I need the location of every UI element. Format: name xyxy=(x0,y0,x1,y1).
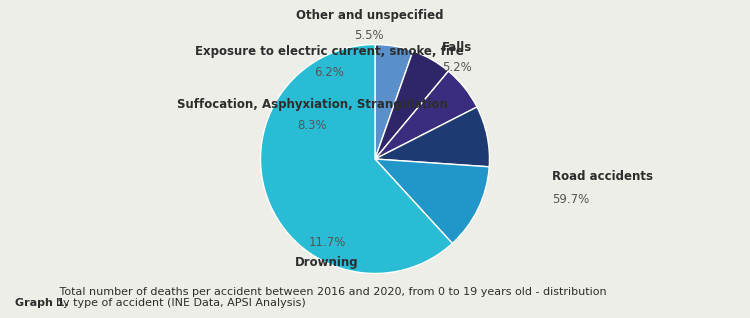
Text: Total number of deaths per accident between 2016 and 2020, from 0 to 19 years ol: Total number of deaths per accident betw… xyxy=(56,287,606,308)
Text: 5.5%: 5.5% xyxy=(355,29,384,42)
Text: 6.2%: 6.2% xyxy=(314,66,344,79)
Wedge shape xyxy=(375,71,477,159)
Wedge shape xyxy=(375,45,413,159)
Text: 8.3%: 8.3% xyxy=(297,119,327,132)
Wedge shape xyxy=(260,45,452,273)
Text: 59.7%: 59.7% xyxy=(553,193,590,205)
Wedge shape xyxy=(375,107,490,167)
Text: Exposure to electric current, smoke, fire: Exposure to electric current, smoke, fir… xyxy=(195,45,464,58)
Text: Suffocation, Asphyxiation, Strangulation: Suffocation, Asphyxiation, Strangulation xyxy=(176,98,448,111)
Text: Other and unspecified: Other and unspecified xyxy=(296,9,443,22)
Text: 11.7%: 11.7% xyxy=(308,236,346,249)
Text: Road accidents: Road accidents xyxy=(553,170,653,183)
Text: Falls: Falls xyxy=(442,41,472,54)
Wedge shape xyxy=(375,51,448,159)
Text: 5.2%: 5.2% xyxy=(442,61,472,74)
Text: Drowning: Drowning xyxy=(295,256,358,269)
Text: Graph 1.: Graph 1. xyxy=(15,299,69,308)
Wedge shape xyxy=(375,159,489,243)
